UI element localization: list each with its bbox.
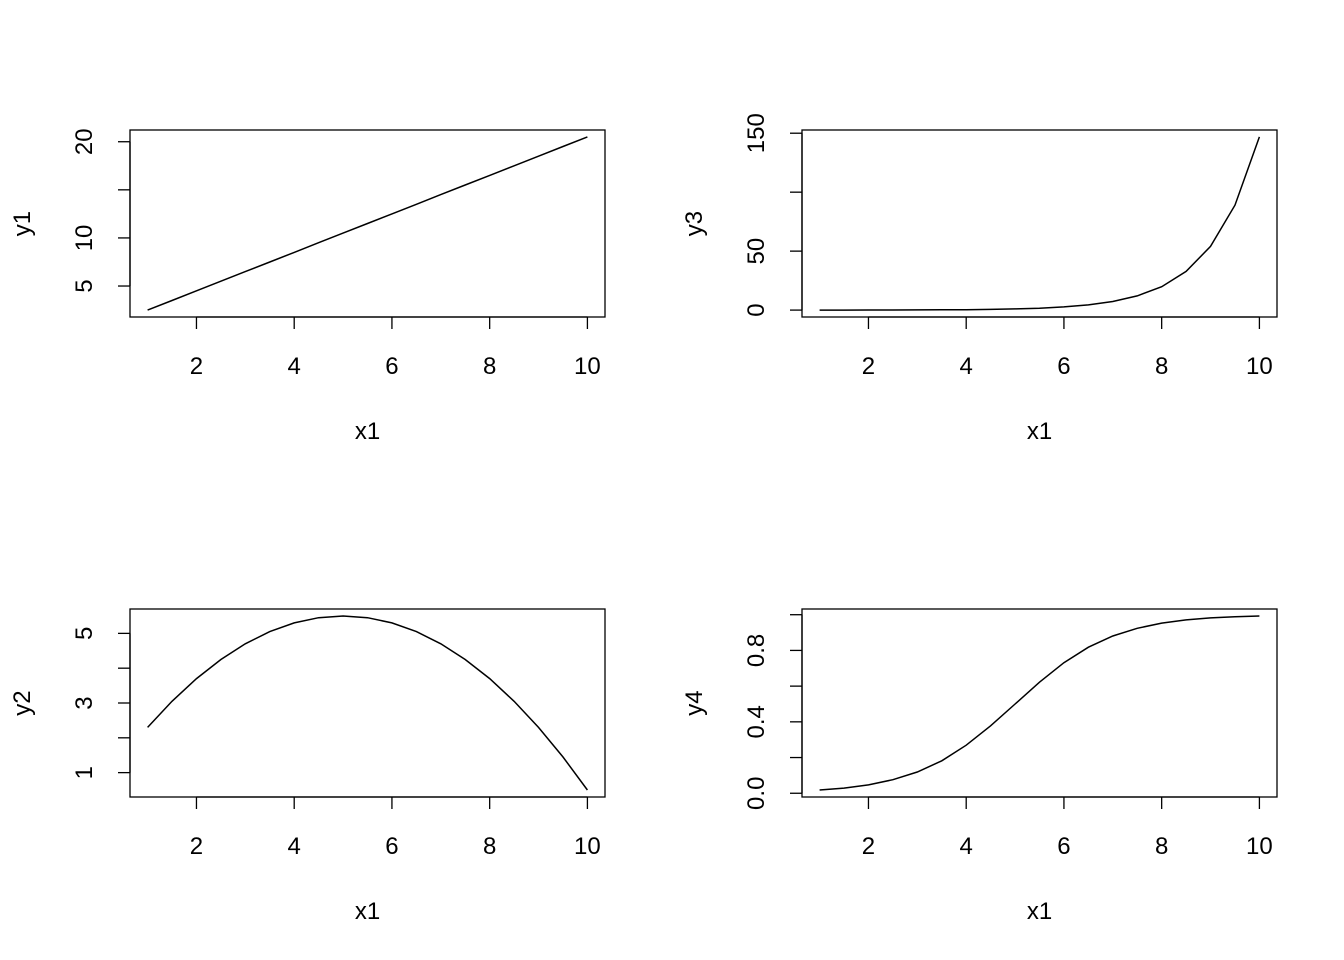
y-tick-label: 0.4: [743, 705, 770, 738]
y-tick-label: 1: [71, 766, 98, 779]
series-line: [147, 136, 588, 311]
y-axis-label: y1: [9, 211, 36, 236]
panel-3: 2 4 6 8 10 1 3 5 x1 y2: [9, 608, 606, 925]
y-tick-label: 50: [743, 238, 770, 265]
x-axis-label: x1: [355, 418, 380, 445]
series-line: [819, 136, 1261, 311]
x-tick-label: 8: [1155, 353, 1168, 380]
x-tick-label: 10: [1246, 833, 1273, 860]
panel-4: 2 4 6 8 10 0.0 0.4 0.8 x1 y4: [681, 608, 1278, 925]
y-tick-label: 10: [71, 225, 98, 252]
x-tick-label: 8: [483, 353, 496, 380]
x-tick-label: 10: [574, 833, 601, 860]
y-tick-label: 150: [743, 113, 770, 153]
x-axis-label: x1: [1027, 898, 1052, 925]
x-axis-label: x1: [1027, 418, 1052, 445]
x-tick-label: 4: [960, 833, 973, 860]
plot-frame: [129, 608, 606, 798]
panel-2: 2 4 6 8 10 0 50 150 x1 y3: [681, 113, 1278, 445]
x-tick-label: 2: [862, 833, 875, 860]
y-tick-label: 0.8: [743, 634, 770, 667]
x-tick-label: 8: [483, 833, 496, 860]
y-tick-label: 5: [71, 279, 98, 292]
x-tick-label: 4: [288, 353, 301, 380]
y-tick-label: 0: [743, 303, 770, 316]
y-tick-label: 3: [71, 696, 98, 709]
x-tick-label: 6: [385, 353, 398, 380]
x-axis-label: x1: [355, 898, 380, 925]
y-axis-label: y3: [681, 211, 708, 236]
x-tick-label: 6: [1057, 353, 1070, 380]
x-tick-label: 2: [190, 353, 203, 380]
x-tick-label: 6: [385, 833, 398, 860]
x-tick-label: 8: [1155, 833, 1168, 860]
x-tick-label: 4: [960, 353, 973, 380]
y-tick-label: 20: [71, 128, 98, 155]
x-tick-label: 10: [1246, 353, 1273, 380]
plot-frame: [801, 129, 1278, 318]
x-tick-label: 2: [862, 353, 875, 380]
x-tick-label: 2: [190, 833, 203, 860]
y-tick-label: 5: [71, 627, 98, 640]
series-line: [819, 615, 1260, 791]
x-tick-label: 10: [574, 353, 601, 380]
y-axis-label: y4: [681, 690, 708, 715]
y-tick-label: 0.0: [743, 777, 770, 810]
series-line: [147, 615, 589, 791]
y-axis-label: y2: [9, 690, 36, 715]
plot-frame: [801, 608, 1278, 798]
x-tick-label: 6: [1057, 833, 1070, 860]
panel-1: 2 4 6 8 10 5 10 20 x1 y1: [9, 128, 606, 445]
x-tick-label: 4: [288, 833, 301, 860]
